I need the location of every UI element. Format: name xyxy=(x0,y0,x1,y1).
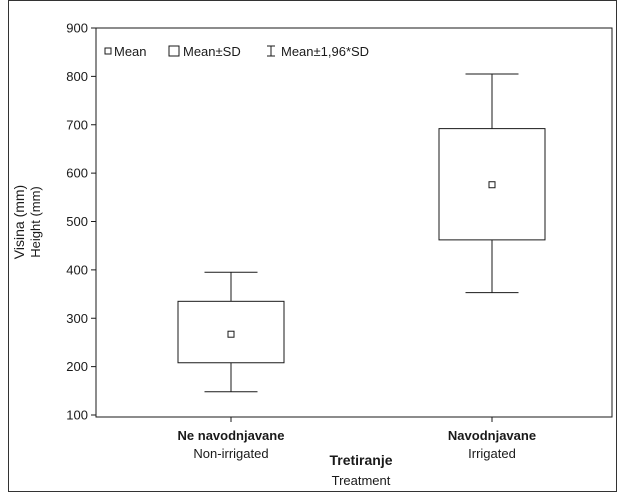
x-axis-title: Tretiranje xyxy=(329,452,392,468)
y-tick-label: 100 xyxy=(66,408,88,423)
y-axis-subtitle: Height (mm) xyxy=(28,186,43,258)
x-category-label: Ne navodnjavane xyxy=(178,428,285,443)
x-category-sublabel: Irrigated xyxy=(468,446,516,461)
y-tick-label: 300 xyxy=(66,311,88,326)
legend-mean-symbol xyxy=(104,47,112,55)
plot-area xyxy=(95,27,613,418)
legend-sd-symbol xyxy=(168,45,180,57)
box-group xyxy=(438,73,546,294)
mean-marker xyxy=(227,330,235,338)
y-axis-title: Visina (mm) xyxy=(11,185,27,259)
legend-whisker-label: Mean±1,96*SD xyxy=(281,44,369,59)
y-tick-label: 600 xyxy=(66,166,88,181)
y-tick-label: 900 xyxy=(66,21,88,36)
y-axis: 100 200 300 400 500 600 700 800 900 xyxy=(66,21,96,423)
x-category-label: Navodnjavane xyxy=(448,428,536,443)
y-tick-label: 800 xyxy=(66,69,88,84)
x-category-sublabel: Non-irrigated xyxy=(193,446,268,461)
legend: Mean Mean±SD Mean±1,96*SD xyxy=(104,44,369,59)
legend-sd-label: Mean±SD xyxy=(183,44,241,59)
x-axis-subtitle: Treatment xyxy=(332,473,391,488)
legend-mean-label: Mean xyxy=(114,44,147,59)
x-axis: Ne navodnjavane Non-irrigated Navodnjavane… xyxy=(178,417,536,461)
figure-frame xyxy=(8,0,617,492)
y-tick-label: 200 xyxy=(66,359,88,374)
y-tick-label: 500 xyxy=(66,214,88,229)
box-group xyxy=(177,271,285,393)
boxes-layer xyxy=(177,73,546,393)
y-tick-label: 700 xyxy=(66,117,88,132)
y-tick-label: 400 xyxy=(66,262,88,277)
mean-marker xyxy=(488,181,496,189)
